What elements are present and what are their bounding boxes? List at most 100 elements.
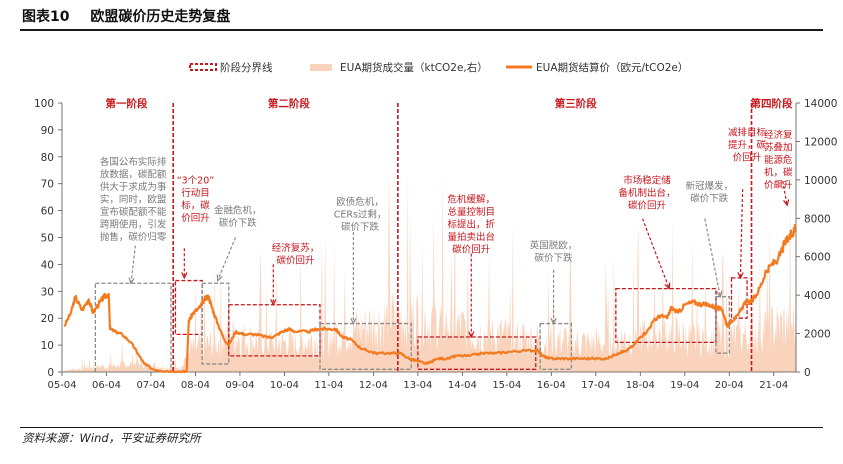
annotation-text: 市场稳定储备机制出台，碳价回升 xyxy=(618,175,675,212)
annotation-text-line: 经济复苏， xyxy=(272,242,320,254)
annotation-text-line: 行动目 xyxy=(181,187,210,199)
price-layer xyxy=(63,223,797,374)
annotation-text-line: 金融危机， xyxy=(214,204,262,216)
annotation-text-line: 碳价回升 xyxy=(277,254,316,266)
annotation-text: 减排目标提升，碳价回升 xyxy=(728,126,767,163)
y-left-tick-label: 20 xyxy=(41,313,54,325)
x-tick-label: 15-04 xyxy=(492,380,521,391)
y-right-tick-label: 14000 xyxy=(804,98,837,110)
axes-layer: 0 10 20 30 40 50 60 70 80 90 100 0 2000 4000 6000 8000 1… xyxy=(34,98,837,391)
annotation-text-line: 机，碳 xyxy=(764,166,793,178)
annotation-text-line: 市场稳定储 xyxy=(623,175,671,187)
y-right-tick-label: 6000 xyxy=(804,252,831,264)
carbon-price-chart: 阶段分界线 EUA期货成交量（ktCO2e,右） EUA期货结算价（欧元/tCO2e… xyxy=(34,61,837,391)
x-tick-label: 11-04 xyxy=(314,380,343,391)
annotation-text-line: 跨期使用，引发 xyxy=(100,218,167,230)
phase-label: 第二阶段 xyxy=(268,97,310,110)
figure-title: 图表10 欧盟碳价历史走势复盘 xyxy=(22,6,230,26)
annotation-text-line: 供大于求成为事 xyxy=(100,181,167,193)
annotation-arrow-head xyxy=(181,272,188,280)
annotation-text-line: 备机制出台， xyxy=(618,187,675,199)
annotation-text-line: “3个20” xyxy=(177,176,215,187)
annotation-text-line: 各国公布实际排 xyxy=(100,156,167,168)
x-tick-label: 09-04 xyxy=(225,380,254,391)
y-left-tick-label: 10 xyxy=(41,340,54,352)
annotation-text-line: 苏叠加 xyxy=(764,141,793,153)
annotation-text-line: 碳价下跌 xyxy=(690,193,729,205)
y-right-tick-label: 0 xyxy=(804,367,811,379)
x-tick-label: 12-04 xyxy=(359,380,388,391)
annotation-arrow-head xyxy=(270,299,277,307)
annotation-text-line: 碳价下跌 xyxy=(535,252,574,264)
rise-box xyxy=(417,336,537,370)
x-tick-label: 08-04 xyxy=(181,380,210,391)
legend-label: EUA期货结算价（欧元/tCO2e） xyxy=(536,61,688,74)
x-tick-label: 13-04 xyxy=(403,380,432,391)
annotation-arrow-head xyxy=(737,272,744,280)
x-tick-label: 16-04 xyxy=(537,380,566,391)
y-left-tick-label: 80 xyxy=(41,152,54,164)
annotation-text-line: 标，碳 xyxy=(181,200,210,212)
annotation-arrow-line xyxy=(704,218,721,297)
price-line xyxy=(63,223,797,374)
fall-box xyxy=(319,322,412,370)
y-left-tick-label: 100 xyxy=(34,98,54,110)
x-tick-label: 07-04 xyxy=(136,380,165,391)
annotation-text: “3个20”行动目标，碳价回升 xyxy=(177,176,215,225)
phase-dividers: 第一阶段 第二阶段 第三阶段 第四阶段 xyxy=(106,97,793,372)
legend-label: 阶段分界线 xyxy=(220,61,273,74)
annotation-text-line: 价回升 xyxy=(181,213,210,224)
annotation-text-line: 抛售，碳价归零 xyxy=(100,231,167,243)
y-right-tick-label: 8000 xyxy=(804,213,831,225)
y-left-tick-label: 30 xyxy=(41,286,54,298)
rise-box xyxy=(730,277,748,319)
x-tick-label: 17-04 xyxy=(581,380,610,391)
fall-box xyxy=(539,322,573,370)
annotation-text-line: 欧债危机， xyxy=(336,196,384,208)
y-right-tick-label: 4000 xyxy=(804,290,831,302)
annotation-arrow-head xyxy=(350,317,357,325)
annotation-text: 经济复苏叠加能源危机，碳价飙升 xyxy=(764,129,793,191)
annotation-text: 金融危机，碳价下跌 xyxy=(214,204,262,229)
source-note: 资料来源：Wind，平安证券研究所 xyxy=(22,431,201,445)
annotation-arrow-line xyxy=(641,218,670,289)
x-tick-label: 21-04 xyxy=(759,380,788,391)
annotation-arrow-line xyxy=(739,189,744,278)
y-right-tick-label: 2000 xyxy=(804,329,831,341)
x-tick-label: 10-04 xyxy=(270,380,299,391)
annotation-text-line: 危机缓解， xyxy=(448,194,496,206)
x-tick-label: 14-04 xyxy=(448,380,477,391)
annotation-arrow-line xyxy=(130,245,136,284)
annotation-text: 经济复苏，碳价回升 xyxy=(272,242,320,267)
annotation-text-line: 能源危 xyxy=(764,154,793,166)
annotation-text-line: 实，同时，欧盟 xyxy=(100,193,167,205)
figure-title-text: 欧盟碳价历史走势复盘 xyxy=(90,9,231,25)
annotation-text-line: 经济复 xyxy=(764,129,793,141)
annotation-arrow-line xyxy=(782,180,788,206)
annotation-text-line: 价回升 xyxy=(733,152,762,163)
annotation-text-line: 碳价回升 xyxy=(452,244,491,256)
annotation-arrow-head xyxy=(716,290,723,299)
y-left-tick-label: 60 xyxy=(41,206,54,218)
x-tick-label: 06-04 xyxy=(92,380,121,391)
annotation-arrow-line xyxy=(217,237,237,281)
volume-layer xyxy=(64,167,796,372)
annotation-text-line: 标提出，折 xyxy=(448,219,496,231)
annotation-text-line: 宣布碳配额不能 xyxy=(100,206,167,218)
fall-box xyxy=(715,296,730,354)
annotation-arrow-head xyxy=(468,331,475,339)
chart-legend: 阶段分界线 EUA期货成交量（ktCO2e,右） EUA期货结算价（欧元/tCO2e… xyxy=(189,61,688,74)
y-left-tick-label: 70 xyxy=(41,179,54,191)
title-rule xyxy=(20,29,823,31)
fall-box xyxy=(94,282,172,373)
annotation-text-line: 提升，碳 xyxy=(728,139,767,151)
annotation-text-line: 碳价下跌 xyxy=(341,221,380,233)
x-tick-label: 18-04 xyxy=(626,380,655,391)
annotation-text: 欧债危机， CERs过剩，碳价下跌 xyxy=(334,196,387,233)
y-right-tick-label: 10000 xyxy=(804,175,837,187)
annotation-text: 新冠爆发，碳价下跌 xyxy=(685,180,733,205)
x-tick-label: 05-04 xyxy=(47,380,76,391)
y-left-tick-label: 50 xyxy=(41,233,54,245)
annotation-text-line: 减排目标 xyxy=(728,126,767,138)
annotation-text: 英国脱欧，碳价下跌 xyxy=(530,239,578,264)
